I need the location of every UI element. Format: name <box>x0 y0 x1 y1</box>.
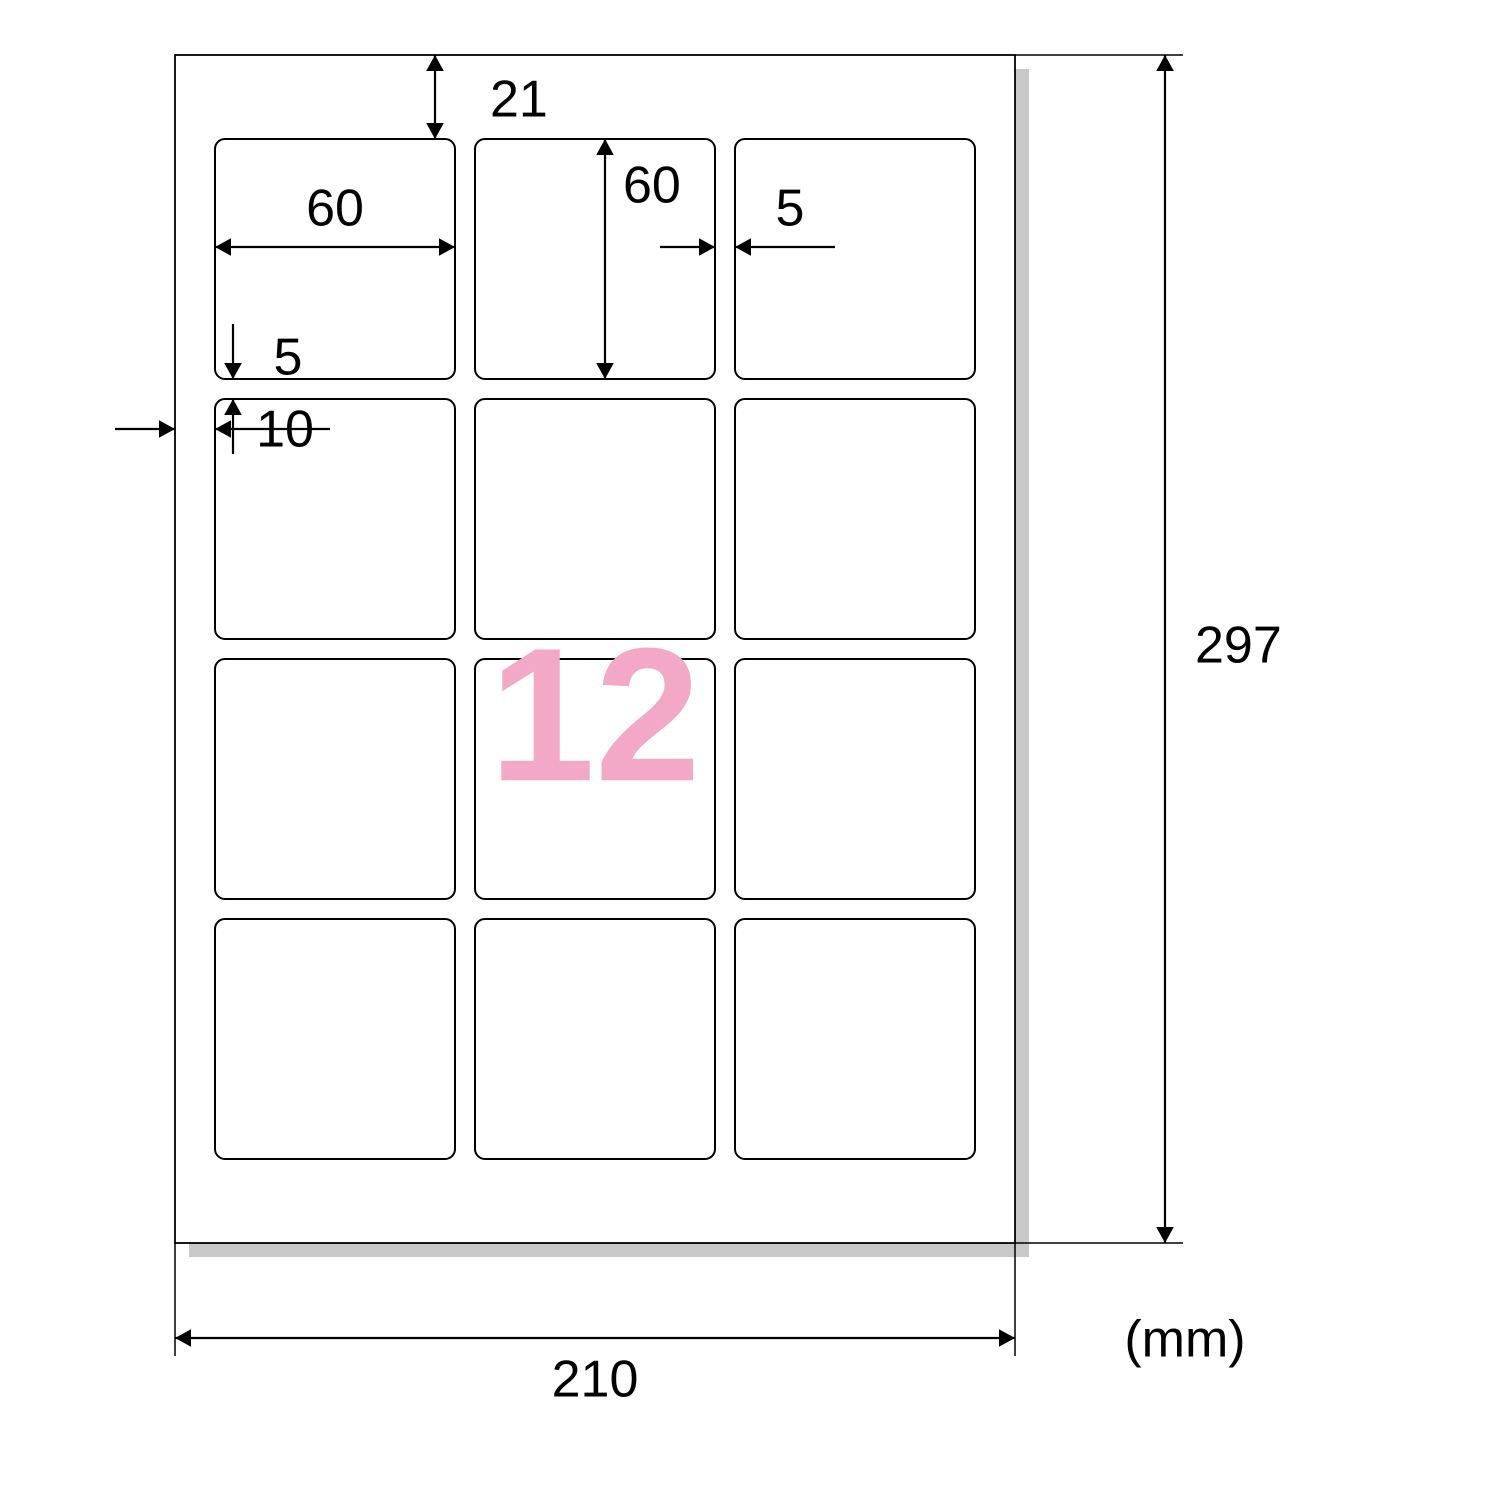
label-cell <box>475 399 715 639</box>
label-cell <box>215 139 455 379</box>
dim-col-gap: 5 <box>776 180 805 238</box>
diagram-stage: 12 21 60 60 5 5 10 210 297 (mm) <box>0 0 1500 1500</box>
count-watermark: 12 <box>489 609 700 821</box>
label-cell <box>215 659 455 899</box>
dim-cell-height: 60 <box>623 157 681 215</box>
label-cell <box>475 919 715 1159</box>
dim-sheet-width: 210 <box>552 1351 639 1409</box>
dim-top-margin: 21 <box>490 71 548 129</box>
label-cell <box>735 139 975 379</box>
unit-label: (mm) <box>1124 1311 1245 1369</box>
label-cell <box>215 919 455 1159</box>
label-cell <box>735 399 975 639</box>
label-cell <box>735 659 975 899</box>
dim-row-gap: 5 <box>274 329 303 387</box>
label-cell <box>735 919 975 1159</box>
dim-cell-width: 60 <box>306 180 364 238</box>
dim-sheet-height: 297 <box>1195 617 1282 675</box>
label-cell <box>215 399 455 639</box>
dim-left-margin: 10 <box>256 401 314 459</box>
